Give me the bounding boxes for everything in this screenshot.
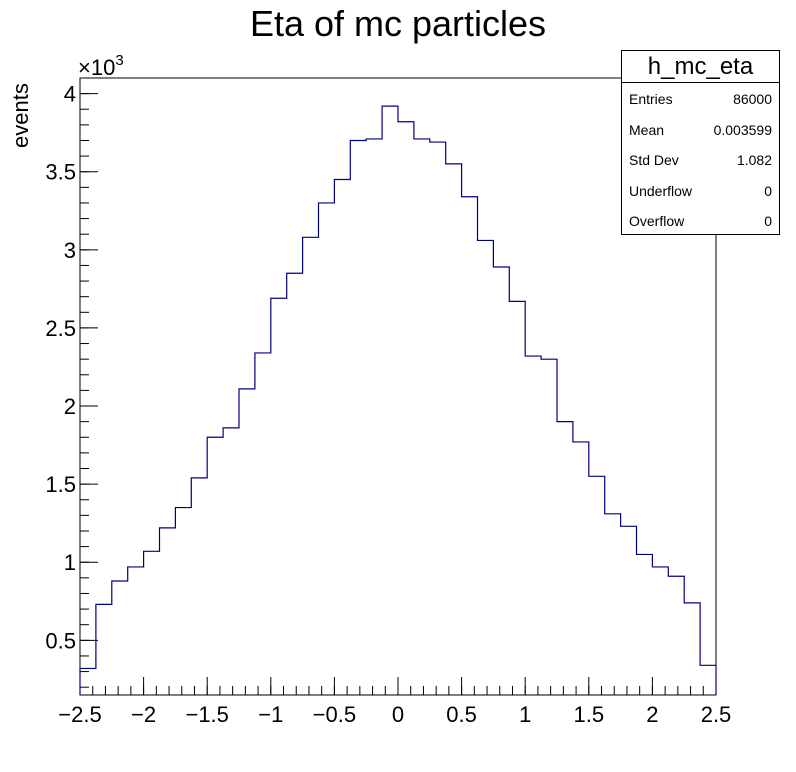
y-axis-label: events — [8, 83, 33, 148]
y-tick-label: 2.5 — [45, 316, 76, 341]
y-axis-multiplier-base: ×10 — [78, 55, 115, 80]
x-tick-label: −0.5 — [313, 702, 356, 727]
stats-title: h_mc_eta — [622, 51, 779, 83]
stats-row-overflow: Overflow 0 — [622, 205, 779, 236]
chart-title: Eta of mc particles — [250, 3, 546, 44]
y-tick-label: 3.5 — [45, 160, 76, 185]
histogram-line — [79, 105, 717, 695]
x-tick-label: −2 — [131, 702, 156, 727]
stats-label: Std Dev — [629, 152, 679, 169]
y-tick-label: 3 — [64, 238, 76, 263]
stats-value: 0 — [764, 213, 772, 230]
y-tick-label: 1.5 — [45, 472, 76, 497]
axes-layer: −2.5 −2 −1.5 −1 −0.5 0 0.5 1 1.5 2 2.5 0.5 1 1.5 2 2.5 3… — [45, 77, 732, 727]
stats-row-std-dev: Std Dev 1.082 — [622, 144, 779, 175]
stats-row-underflow: Underflow 0 — [622, 175, 779, 206]
y-axis-multiplier: ×103 — [78, 52, 124, 80]
x-tick-label: 1 — [519, 702, 531, 727]
stats-value: 0 — [764, 182, 772, 199]
x-tick-label: 0.5 — [446, 702, 477, 727]
y-tick-label: 2 — [64, 394, 76, 419]
stats-row-mean: Mean 0.003599 — [622, 114, 779, 145]
stats-value: 1.082 — [736, 152, 772, 169]
stats-label: Entries — [629, 91, 673, 107]
stats-value: 0.003599 — [713, 121, 772, 138]
x-tick-label: 0 — [392, 702, 404, 727]
x-tick-label: 2 — [646, 702, 658, 727]
x-tick-label: −1 — [258, 702, 283, 727]
stats-label: Underflow — [629, 182, 693, 199]
y-tick-label: 1 — [64, 550, 76, 575]
stats-label: Overflow — [629, 213, 685, 230]
x-tick-label: −1.5 — [185, 702, 228, 727]
y-tick-label: 0.5 — [45, 628, 76, 653]
y-axis-multiplier-exponent: 3 — [115, 52, 123, 69]
y-tick-label: 4 — [64, 82, 76, 107]
x-tick-label: 2.5 — [701, 702, 732, 727]
x-tick-label: 1.5 — [574, 702, 605, 727]
stats-box: h_mc_eta Entries 86000 Mean 0.003599 Std… — [621, 50, 780, 235]
stats-value: 86000 — [733, 91, 772, 107]
stats-row-entries: Entries 86000 — [622, 83, 779, 114]
x-tick-label: −2.5 — [58, 702, 101, 727]
stats-label: Mean — [629, 121, 665, 138]
